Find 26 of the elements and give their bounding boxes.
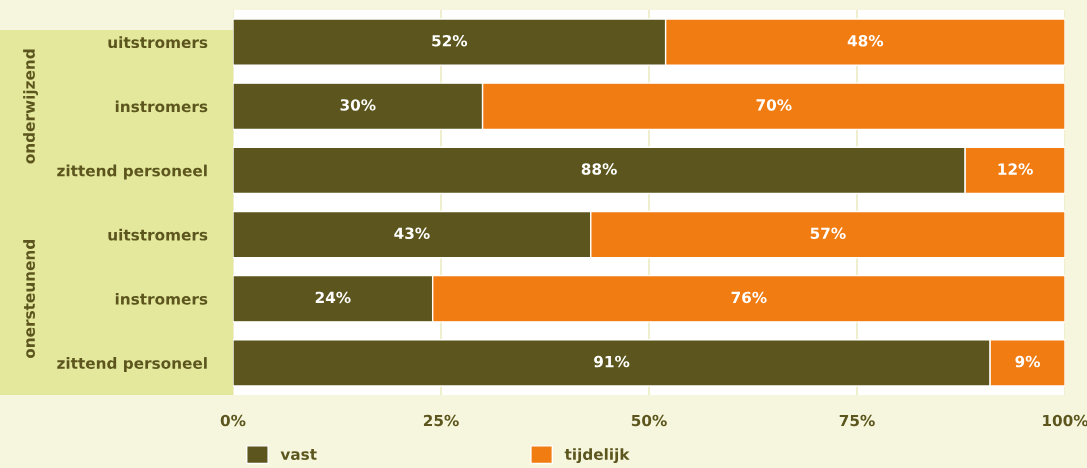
text: onderwijzend [23,49,39,164]
x-tick-label: 0% [220,414,246,427]
data-label: 57% [810,227,846,240]
legend-label: vast [280,449,317,460]
y-tick-label: zittend personeel [57,357,207,372]
data-label: 88% [581,163,617,175]
x-tick-label: 50% [631,414,667,427]
y-tick-label: instromers [115,100,208,113]
x-tick-label: 75% [839,414,875,427]
data-label: 76% [731,291,767,304]
data-label: 91% [594,355,630,368]
y-tick-label: instromers [115,292,208,305]
x-tick-label: 25% [423,414,459,427]
data-label: 52% [432,34,468,47]
data-label: 24% [315,291,351,304]
data-label: 48% [847,34,884,47]
data-label: 12% [998,163,1033,175]
data-label: 9% [1015,355,1041,368]
data-label: 30% [340,99,376,111]
data-label: 43% [394,227,430,240]
y-tick-label: zittend personeel [57,164,207,180]
y-tick-label: uitstromers [108,228,208,241]
y-tick-label: uitstromers [108,36,208,49]
legend-label: tijdelijk [564,448,630,464]
text: onersteunend [23,240,35,359]
data-label: 70% [756,99,792,111]
